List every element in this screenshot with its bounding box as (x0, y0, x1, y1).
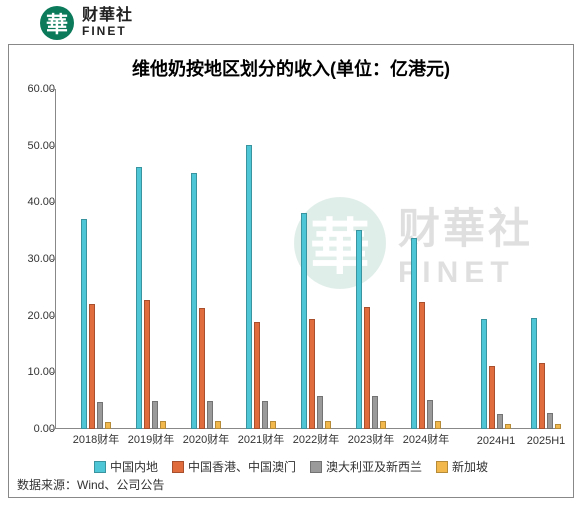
legend-label: 新加坡 (452, 458, 488, 475)
bar (325, 421, 331, 429)
bar-group (301, 213, 331, 429)
bar (81, 219, 87, 429)
bar (489, 366, 495, 429)
y-tick-label: 60.00 (15, 83, 55, 95)
legend-item: 新加坡 (436, 458, 488, 475)
bar-group (481, 319, 511, 430)
bar (380, 421, 386, 430)
y-tick-mark (51, 372, 55, 373)
legend-item: 澳大利亚及新西兰 (310, 458, 422, 475)
y-tick-mark (51, 259, 55, 260)
x-tick-label: 2022财年 (293, 431, 339, 447)
bar (497, 414, 503, 429)
x-tick-label: 2021财年 (238, 431, 284, 447)
bar-group (136, 167, 166, 429)
plot-area: 0.0010.0020.0030.0040.0050.0060.002018财年… (61, 89, 561, 429)
x-tick-label: 2024H1 (477, 435, 516, 447)
x-tick-label: 2018财年 (73, 431, 119, 447)
legend-label: 中国香港、中国澳门 (188, 458, 296, 475)
bar (254, 322, 260, 429)
bar (539, 363, 545, 429)
bar-group (411, 238, 441, 429)
bar (411, 238, 417, 429)
bar (427, 400, 433, 429)
bar (97, 402, 103, 429)
bar-group (356, 230, 386, 429)
source-label: 数据来源：Wind、公司公告 (17, 476, 164, 493)
legend-swatch (310, 461, 322, 473)
y-tick-mark (51, 316, 55, 317)
brand-badge: 華 (40, 6, 74, 40)
bar-group (191, 173, 221, 429)
chart-title: 维他奶按地区划分的收入(单位：亿港元) (9, 55, 573, 81)
bar (160, 421, 166, 429)
y-tick-label: 50.00 (15, 140, 55, 152)
x-tick-label: 2024财年 (403, 431, 449, 447)
y-tick-label: 10.00 (15, 366, 55, 378)
chart-container: 维他奶按地区划分的收入(单位：亿港元) 華 财華社 FINET 0.0010.0… (8, 44, 574, 498)
y-tick-label: 20.00 (15, 310, 55, 322)
bar (262, 401, 268, 429)
brand-name-cn: 财華社 (82, 8, 133, 25)
legend: 中国内地 中国香港、中国澳门 澳大利亚及新西兰 新加坡 (9, 458, 573, 475)
bar (144, 300, 150, 429)
legend-label: 中国内地 (110, 458, 158, 475)
legend-swatch (172, 461, 184, 473)
bar (481, 319, 487, 430)
y-tick-mark (51, 146, 55, 147)
brand-logo: 華 财華社 FINET (40, 6, 133, 40)
bar (136, 167, 142, 429)
y-tick-mark (51, 429, 55, 430)
bar (270, 421, 276, 429)
bar (301, 213, 307, 429)
bar (207, 401, 213, 429)
legend-item: 中国内地 (94, 458, 158, 475)
legend-swatch (436, 461, 448, 473)
y-tick-mark (51, 89, 55, 90)
bar (199, 308, 205, 429)
y-tick-label: 40.00 (15, 196, 55, 208)
bar (152, 401, 158, 429)
x-tick-label: 2023财年 (348, 431, 394, 447)
bar (531, 318, 537, 429)
legend-item: 中国香港、中国澳门 (172, 458, 296, 475)
x-tick-label: 2019财年 (128, 431, 174, 447)
bar (435, 421, 441, 430)
legend-label: 澳大利亚及新西兰 (326, 458, 422, 475)
bar (555, 424, 561, 429)
bar (105, 422, 111, 429)
bar-group (246, 145, 276, 429)
bar (356, 230, 362, 429)
bar (317, 396, 323, 429)
y-tick-label: 30.00 (15, 253, 55, 265)
x-tick-label: 2020财年 (183, 431, 229, 447)
brand-text: 财華社 FINET (82, 8, 133, 37)
bar (505, 424, 511, 429)
bar-group (531, 318, 561, 429)
bar (372, 396, 378, 429)
x-tick-label: 2025H1 (527, 435, 566, 447)
bar (419, 302, 425, 430)
bar-group (81, 219, 111, 429)
legend-swatch (94, 461, 106, 473)
y-tick-mark (51, 202, 55, 203)
bar (89, 304, 95, 429)
bar (246, 145, 252, 429)
y-axis (55, 89, 56, 429)
bar (364, 307, 370, 429)
bar (547, 413, 553, 429)
bar (309, 319, 315, 429)
bar (215, 421, 221, 429)
brand-name-en: FINET (82, 25, 133, 38)
bar (191, 173, 197, 429)
y-tick-label: 0.00 (15, 423, 55, 435)
